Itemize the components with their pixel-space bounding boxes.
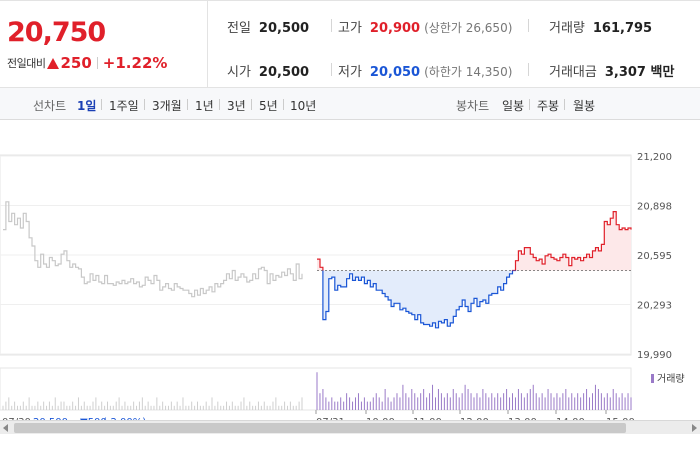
divider (251, 99, 252, 110)
stat-volume: 거래량 161,795 (549, 17, 652, 36)
divider (331, 19, 332, 32)
change-percent: +1.22% (102, 54, 168, 72)
stat-low: 저가 20,050 (하한가 14,350) (338, 61, 512, 80)
series-line-past (3, 201, 303, 298)
divider (283, 99, 284, 110)
scroll-right-icon[interactable] (692, 424, 697, 432)
change-row: 전일대비 250 +1.22% (7, 54, 167, 72)
period-1w-button[interactable]: 1주일 (109, 99, 139, 113)
up-triangle-icon (47, 57, 60, 69)
stat-label: 거래대금 (549, 65, 597, 80)
stat-label: 전일 (227, 21, 251, 36)
stat-value: 20,050 (369, 65, 421, 80)
period-3m-button[interactable]: 3개월 (152, 99, 182, 113)
stat-label: 거래량 (549, 21, 585, 36)
period-1y-button[interactable]: 1년 (195, 99, 214, 113)
candle-monthly-button[interactable]: 월봉 (573, 99, 596, 113)
volume-legend-label: 거래량 (657, 373, 685, 385)
series-line-up (317, 211, 632, 271)
divider (331, 63, 332, 76)
stat-amount: 거래대금 3,307 백만 (549, 61, 674, 80)
stat-value: 20,900 (369, 21, 421, 36)
current-price-box: 20,750 전일대비 250 +1.22% (0, 1, 208, 89)
divider (219, 99, 220, 110)
stat-prev-close: 전일 20,500 (227, 17, 309, 36)
volume-legend-swatch (651, 374, 654, 383)
stat-value: 161,795 (592, 21, 653, 36)
stat-open: 시가 20,500 (227, 61, 309, 80)
period-5y-button[interactable]: 5년 (259, 99, 278, 113)
stat-label: 저가 (338, 65, 362, 80)
divider (187, 99, 188, 110)
series-line-down (322, 270, 517, 329)
scroll-thumb[interactable] (14, 423, 626, 433)
price-chart: 21,20020,89820,59520,29319,990거래량07/3020… (0, 120, 700, 430)
y-tick-label: 19,990 (637, 350, 672, 361)
change-value: 250 (60, 54, 92, 72)
area-fill-up (317, 211, 631, 271)
period-10y-button[interactable]: 10년 (290, 99, 317, 113)
period-3y-button[interactable]: 3년 (227, 99, 246, 113)
stat-value: 20,500 (258, 21, 310, 36)
divider (528, 19, 529, 32)
stat-value: 20,500 (258, 65, 310, 80)
stat-label: 고가 (338, 21, 362, 36)
divider (564, 99, 565, 110)
y-tick-label: 20,898 (637, 202, 672, 213)
current-price: 20,750 (7, 17, 106, 48)
price-summary: 20,750 전일대비 250 +1.22% 전일 20,500 고가 20,900… (0, 0, 700, 89)
stat-sub: (하한가 14,350) (424, 65, 513, 79)
stat-high: 고가 20,900 (상한가 26,650) (338, 17, 512, 36)
candle-daily-button[interactable]: 일봉 (502, 99, 525, 113)
divider (528, 63, 529, 76)
y-tick-label: 20,293 (637, 301, 672, 312)
divider (101, 99, 102, 110)
candle-chart-label: 봉차트 (456, 99, 490, 113)
y-tick-label: 21,200 (637, 152, 672, 163)
divider (529, 99, 530, 110)
stat-value: 3,307 백만 (604, 65, 675, 80)
period-1d-button[interactable]: 1일 (77, 99, 97, 113)
chart-toolbar: 선차트 1일 1주일 3개월 1년 3년 5년 10년 봉차트 일봉 주봉 월봉 (0, 88, 700, 120)
price-chart-svg: 21,20020,89820,59520,29319,990거래량07/3020… (0, 152, 685, 428)
y-tick-label: 20,595 (637, 251, 672, 262)
divider (144, 99, 145, 110)
change-label: 전일대비 (7, 57, 46, 70)
stat-label: 시가 (227, 65, 251, 80)
chart-scrollbar[interactable] (0, 420, 700, 434)
stat-sub: (상한가 26,650) (424, 21, 513, 35)
divider (96, 57, 98, 69)
candle-weekly-button[interactable]: 주봉 (537, 99, 560, 113)
line-chart-label: 선차트 (33, 99, 67, 113)
scroll-left-icon[interactable] (3, 424, 8, 432)
